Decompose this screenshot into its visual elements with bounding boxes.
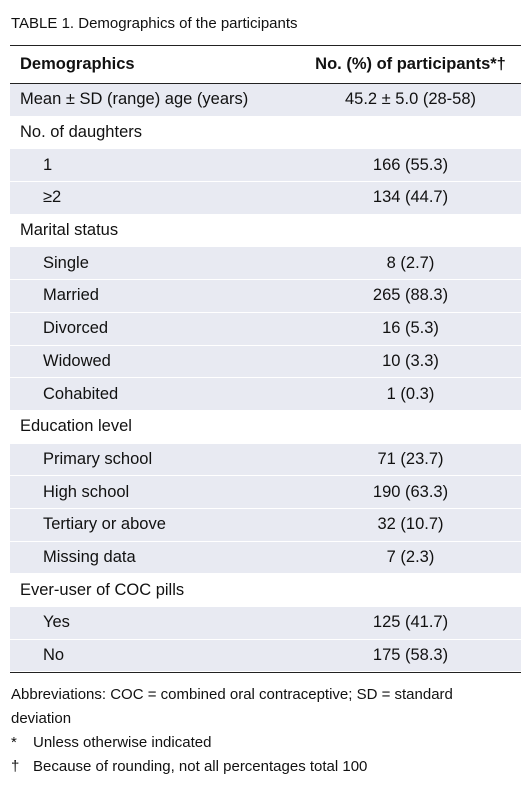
row-label: Widowed	[43, 351, 111, 370]
row-value: No. (%) of participants*†	[315, 55, 506, 73]
row-label: Cohabited	[43, 384, 119, 403]
footnote: † Because of rounding, not all percentage…	[11, 755, 511, 779]
table-row: ≥2 134 (44.7)	[10, 182, 521, 215]
row-label: Single	[43, 253, 89, 272]
row-value: 71 (23.7)	[377, 449, 444, 468]
table-row: Marital status	[10, 215, 521, 248]
table-row: Education level	[10, 411, 521, 444]
table-row: Divorced 16 (5.3)	[10, 312, 521, 346]
table: Demographics No. (%) of participants*† Mea…	[10, 45, 521, 674]
row-label: Primary school	[43, 449, 153, 468]
table-row: Ever-user of COC pills	[10, 574, 521, 607]
row-value: 265 (88.3)	[372, 286, 449, 305]
row-label: ≥2	[43, 188, 62, 207]
footnotes: Abbreviations: COC = combined oral contr…	[11, 683, 511, 779]
table-row: No. of daughters	[10, 117, 521, 150]
row-label: Ever-user of COC pills	[20, 580, 185, 599]
footnote-text: Unless otherwise indicated	[33, 734, 212, 751]
row-label: High school	[43, 482, 130, 501]
footnote: * Unless otherwise indicated	[11, 731, 511, 755]
row-label: Missing data	[43, 547, 136, 566]
table-row: Married 265 (88.3)	[10, 280, 521, 313]
row-value: 7 (2.3)	[386, 547, 435, 566]
row-value: 190 (63.3)	[372, 482, 449, 501]
row-value: 8 (2.7)	[386, 253, 435, 272]
row-value: 32 (10.7)	[377, 515, 444, 534]
row-label: Mean ± SD (range) age (years)	[20, 90, 249, 109]
footnote-mark: *	[11, 734, 17, 751]
table-row: Missing data 7 (2.3)	[10, 541, 521, 575]
row-label: Married	[43, 286, 99, 305]
table-row: Yes 125 (41.7)	[10, 607, 521, 640]
row-value: 125 (41.7)	[372, 613, 449, 632]
footnote-mark: †	[11, 758, 20, 775]
table-title: TABLE 1. Demographics of the participant…	[11, 15, 298, 32]
row-value: 134 (44.7)	[372, 188, 449, 207]
row-label: Divorced	[43, 319, 109, 338]
row-label: Yes	[43, 613, 70, 632]
row-value: 175 (58.3)	[372, 646, 449, 665]
table-row: Tertiary or above 32 (10.7)	[10, 508, 521, 542]
table-row: Widowed 10 (3.3)	[10, 345, 521, 379]
table-row: Single 8 (2.7)	[10, 247, 521, 281]
row-label: Marital status	[20, 221, 119, 240]
table-row: Primary school 71 (23.7)	[10, 443, 521, 477]
row-label: Education level	[20, 417, 132, 436]
table-row: No 175 (58.3)	[10, 639, 521, 673]
table-row: Mean ± SD (range) age (years) 45.2 ± 5.0 …	[10, 84, 521, 117]
row-label: No. of daughters	[20, 123, 142, 142]
row-value: 1 (0.3)	[386, 384, 435, 403]
table-row: High school 190 (63.3)	[10, 476, 521, 509]
row-label: No	[43, 646, 65, 665]
row-value: 45.2 ± 5.0 (28-58)	[344, 90, 477, 109]
abbreviations: Abbreviations: COC = combined oral contr…	[11, 686, 453, 727]
footnote-text: Because of rounding, not all percentages…	[33, 758, 368, 775]
row-value: 16 (5.3)	[382, 319, 439, 338]
row-value: 166 (55.3)	[372, 155, 449, 174]
table-row: Cohabited 1 (0.3)	[10, 378, 521, 411]
row-label: 1	[43, 155, 53, 174]
row-value: 10 (3.3)	[382, 351, 439, 370]
row-label: Tertiary or above	[43, 515, 166, 534]
table-row: 1 166 (55.3)	[10, 149, 521, 183]
table-row: Demographics No. (%) of participants*†	[10, 46, 521, 84]
row-label: Demographics	[20, 55, 135, 73]
